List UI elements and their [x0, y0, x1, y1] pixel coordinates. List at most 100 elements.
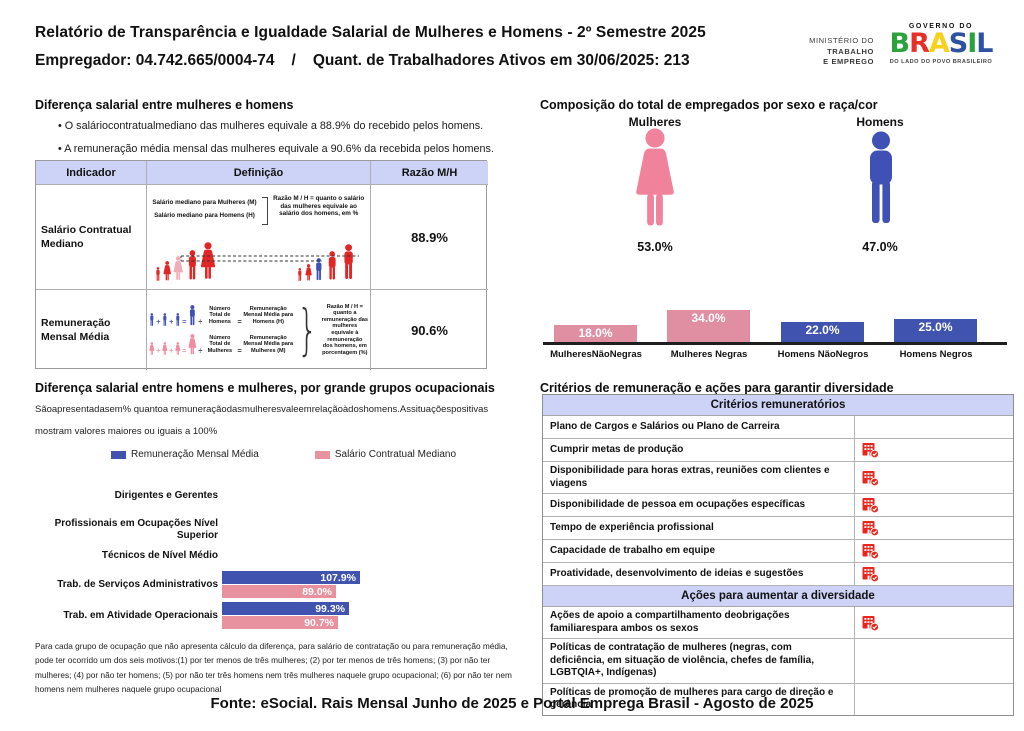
occupational-section-title: Diferença salarial entre homens e mulher…: [35, 381, 495, 395]
legend-swatch-pink: [314, 450, 330, 459]
building-check-icon: [862, 544, 879, 559]
criteria-row: Cumprir metas de produção: [543, 439, 1013, 462]
occ-bar-contratual: 89.0%: [222, 585, 336, 598]
man-figure-icon: [861, 128, 901, 234]
median-women-label: Salário mediano para Mulheres (M): [152, 199, 257, 206]
race-category-label: Homens Negros: [899, 349, 973, 360]
race-bar-value: 18.0%: [578, 326, 613, 340]
employer-id: Empregador: 04.742.665/0004-74: [35, 52, 275, 69]
indicator-table: Indicador Definição Razão M/H Salário Co…: [35, 160, 488, 370]
race-bar: 25.0%: [894, 319, 977, 342]
ministry-line: TRABALHO: [827, 46, 874, 56]
criteria-row-label: Ações de apoio a compartilhamento deobri…: [550, 610, 790, 634]
gov-brasil-letter: A: [928, 28, 950, 59]
occ-category-label: Profissionais em Ocupações Nível Superio…: [54, 518, 218, 541]
occ-category-label: Trab. de Serviços Administrativos: [57, 579, 218, 590]
occ-category-label: Trab. em Atividade Operacionais: [63, 610, 218, 621]
criteria-row-status: [854, 540, 1013, 562]
occupational-legend: Remuneração Mensal Média Salário Contrat…: [111, 449, 456, 460]
criteria-row-label: Políticas de promoção de mulheres para c…: [550, 686, 834, 711]
women-group-label: Mulheres: [628, 115, 682, 129]
criteria-row: Disponibilidade para horas extras, reuni…: [543, 462, 1013, 494]
criteria-row: Disponibilidade de pessoa em ocupações e…: [543, 494, 1013, 517]
criteria-row-status: [854, 563, 1013, 585]
criteria-row-status: [854, 517, 1013, 539]
women-percentage: 53.0%: [637, 240, 673, 254]
ministry-line: MINISTÉRIO DO: [809, 36, 874, 45]
criteria-section-header: Critérios remuneratórios: [543, 395, 1013, 416]
race-bar-value: 25.0%: [918, 320, 953, 334]
criteria-row: Proatividade, desenvolvimento de ideias …: [543, 563, 1013, 586]
race-category-label: MulheresNãoNegras: [550, 349, 642, 360]
criteria-row-status: [854, 462, 1013, 493]
ministry-line: E EMPREGO: [823, 57, 874, 66]
median-salary-definition: Salário mediano para Mulheres (M) Salári…: [147, 185, 371, 290]
race-bar: 34.0%: [667, 310, 750, 342]
criteria-row: Políticas de promoção de mulheres para c…: [543, 683, 1013, 715]
men-result-label: Remuneração Mensal Média para Homens (H): [243, 306, 294, 325]
criteria-row-status: [854, 607, 1013, 638]
criteria-row: Políticas de contratação de mulheres (ne…: [543, 639, 1013, 684]
legend-swatch-blue: [111, 450, 126, 459]
median-salary-ratio: 88.9%: [371, 185, 488, 290]
pay-gap-section-title: Diferença salarial entre mulheres e home…: [35, 98, 294, 112]
race-bar-value: 22.0%: [805, 323, 840, 337]
indicator-table-header: Indicador: [36, 161, 147, 185]
race-category-label: Mulheres Negras: [670, 349, 748, 360]
indicator-table-header: Razão M/H: [371, 161, 488, 185]
ministry-logo: MINISTÉRIO DO TRABALHO E EMPREGO: [790, 36, 874, 68]
criteria-row-status: [854, 683, 1013, 715]
criteria-row-label: Proatividade, desenvolvimento de ideias …: [550, 567, 804, 579]
active-workers-count: Quant. de Trabalhadores Ativos em 30/06/…: [312, 52, 690, 69]
chart-axis-line: [543, 342, 1007, 345]
criteria-row-status: [854, 439, 1013, 461]
occ-category-label: Técnicos de Nível Médio: [101, 550, 218, 561]
occ-category-label: Dirigentes e Gerentes: [114, 490, 218, 501]
gov-brasil-letter: I: [967, 28, 977, 59]
building-check-icon: [862, 470, 879, 486]
legend-item-mensal: Remuneração Mensal Média: [111, 449, 259, 460]
criteria-row-label: Disponibilidade para horas extras, reuni…: [550, 465, 830, 489]
pay-gap-bullet-2: A remuneração média mensal das mulheres …: [58, 143, 494, 155]
criteria-row: Ações de apoio a compartilhamento deobri…: [543, 607, 1013, 639]
men-divisor-label: Número Total de Homens: [208, 306, 231, 325]
criteria-row-label: Cumprir metas de produção: [550, 443, 684, 455]
ratio-definition-note: Razão M / H = quanto o salário das mulhe…: [273, 195, 365, 217]
gov-brasil-logo-text: BRASIL: [886, 30, 996, 58]
pay-gap-bullet-1: O saláriocontratualmediano das mulheres …: [58, 120, 483, 132]
occ-bar-contratual: 90.7%: [222, 616, 338, 629]
men-percentage: 47.0%: [862, 240, 898, 254]
people-pictogram: [153, 225, 359, 283]
criteria-row-status: [854, 494, 1013, 516]
median-men-label: Salário mediano para Homens (H): [154, 212, 255, 219]
average-pay-definition: + + = ÷ Número Total de Homens = Remuner…: [147, 290, 371, 370]
occ-bar-mensal: 99.3%: [222, 602, 349, 615]
race-bar-value: 34.0%: [691, 311, 726, 325]
bracket-shape: [261, 197, 268, 225]
criteria-row-status: [854, 639, 1013, 683]
race-bar: 22.0%: [781, 322, 864, 342]
woman-figure-icon: [633, 128, 677, 234]
gov-top-label: GOVERNO DO: [908, 23, 974, 30]
government-logo: GOVERNO DO BRASIL DO LADO DO POVO BRASIL…: [886, 23, 996, 65]
men-average-formula: + + = ÷ Número Total de Homens = Remuner…: [149, 305, 293, 327]
occupational-footnote: Para cada grupo de ocupação que não apre…: [35, 641, 512, 694]
occ-bar-mensal: 107.9%: [222, 571, 360, 584]
ratio-definition-note: Razão M / H = quanto a remuneração das m…: [321, 303, 368, 356]
building-check-icon: [862, 521, 879, 536]
source-footer: Fonte: eSocial. Rais Mensal Junho de 202…: [210, 695, 814, 712]
indicator-table-header: Definição: [147, 161, 371, 185]
gov-brasil-letter: R: [909, 28, 930, 59]
building-check-icon: [862, 498, 879, 513]
indicator-name: Salário Contratual Mediano: [36, 185, 147, 290]
gov-brasil-letter: L: [976, 28, 993, 59]
criteria-row-label: Políticas de contratação de mulheres (ne…: [550, 642, 814, 678]
women-divisor-label: Número Total de Mulheres: [207, 335, 233, 354]
page-title: Relatório de Transparência e Igualdade S…: [35, 24, 706, 41]
criteria-row: Capacidade de trabalho em equipe: [543, 540, 1013, 563]
building-check-icon: [862, 615, 879, 631]
women-result-label: Remuneração Mensal Média para Mulheres (…: [243, 335, 294, 354]
building-check-icon: [862, 567, 879, 582]
criteria-row-label: Tempo de experiência profissional: [550, 521, 714, 533]
